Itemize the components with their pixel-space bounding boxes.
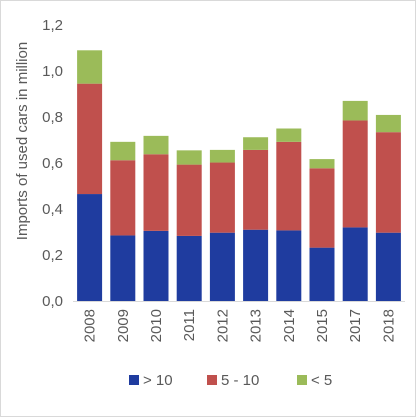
- bar-segment: [375, 232, 401, 301]
- legend-label: < 5: [311, 372, 332, 389]
- legend: > 10 5 - 10 < 5: [129, 372, 332, 389]
- y-tick-label: 0,8: [42, 109, 63, 126]
- bar-segment: [309, 159, 335, 169]
- bar-segment: [77, 50, 103, 84]
- x-tick-label: 2017: [347, 309, 364, 342]
- y-axis-ticks: 0,0 0,2 0,4 0,6 0,8 1,0 1,2: [42, 17, 63, 310]
- x-tick-label: 2013: [248, 309, 265, 342]
- y-tick-label: 1,2: [42, 17, 63, 34]
- bar-segment: [110, 235, 136, 301]
- bar-segment: [342, 227, 368, 301]
- bar-segment: [176, 150, 202, 165]
- legend-label: > 10: [143, 372, 173, 389]
- bar-segment: [243, 137, 269, 150]
- bar-segment: [209, 149, 235, 163]
- bar-segment: [77, 83, 103, 195]
- legend-label: 5 - 10: [221, 372, 259, 389]
- bar-segment: [243, 229, 269, 301]
- y-tick-label: 0,4: [42, 201, 63, 218]
- x-tick-label: 2014: [281, 309, 298, 342]
- bar-segment: [209, 232, 235, 301]
- bar-segment: [110, 160, 136, 236]
- bar-segment: [243, 149, 269, 230]
- bar-segment: [375, 114, 401, 133]
- y-tick-label: 0,2: [42, 247, 63, 264]
- x-tick-label: 2009: [115, 309, 132, 342]
- bar-segment: [110, 141, 136, 161]
- bar-segment: [209, 162, 235, 233]
- bar-segment: [375, 132, 401, 233]
- bars: [77, 50, 401, 301]
- bar-segment: [143, 135, 169, 155]
- bar-segment: [143, 230, 169, 301]
- x-tick-label: 2012: [214, 309, 231, 342]
- bar-segment: [309, 247, 335, 301]
- x-tick-label: 2010: [148, 309, 165, 342]
- x-tick-label: 2008: [82, 309, 99, 342]
- bar-segment: [276, 141, 302, 231]
- bar-segment: [176, 164, 202, 236]
- x-axis-ticks: 2008 2009 2010 2011 2012 2013 2014 2015 2017 2018: [82, 309, 398, 342]
- bar-segment: [143, 154, 169, 231]
- legend-swatch: [297, 375, 307, 385]
- bar-segment: [77, 194, 103, 301]
- legend-swatch: [129, 375, 139, 385]
- bar-segment: [276, 128, 302, 142]
- y-axis-label: Imports of used cars in million: [14, 42, 31, 240]
- x-tick-label: 2015: [314, 309, 331, 342]
- bar-segment: [342, 100, 368, 121]
- bar-segment: [176, 235, 202, 301]
- bar-segment: [276, 230, 302, 301]
- y-tick-label: 0,6: [42, 155, 63, 172]
- x-tick-label: 2011: [181, 309, 198, 341]
- legend-swatch: [207, 375, 217, 385]
- bar-segment: [309, 168, 335, 248]
- y-tick-label: 0,0: [42, 293, 63, 310]
- x-tick-label: 2018: [380, 309, 397, 342]
- bar-segment: [342, 120, 368, 228]
- y-tick-label: 1,0: [42, 63, 63, 80]
